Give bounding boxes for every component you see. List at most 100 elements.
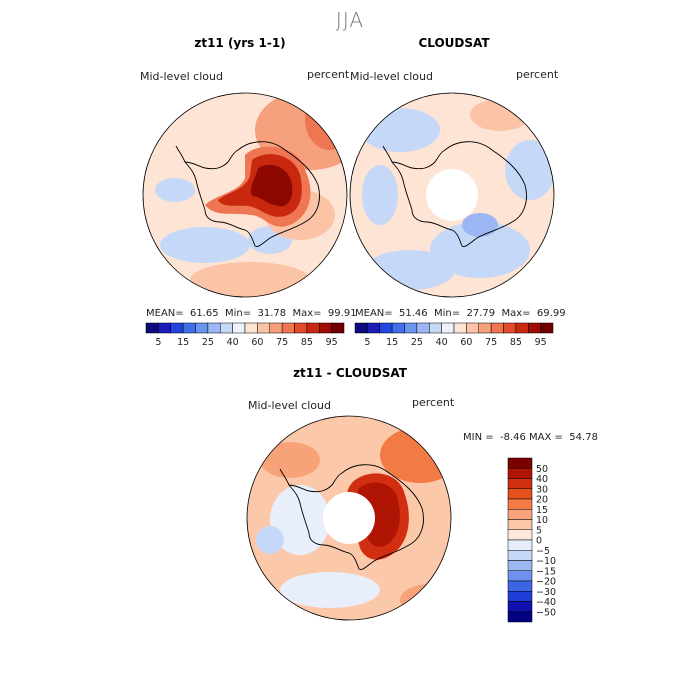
colorbar-swatch xyxy=(507,601,533,612)
colorbar-swatch xyxy=(170,322,184,334)
colorbar-swatch xyxy=(507,519,533,530)
p2-max-label: Max= xyxy=(501,308,531,319)
p2-low-west xyxy=(362,165,398,225)
p2-antarctica-coastline xyxy=(391,141,527,247)
colorbar-swatch xyxy=(478,322,492,334)
panel-2-units: percent xyxy=(516,68,559,81)
colorbar-swatch xyxy=(540,322,554,334)
colorbar-tick-label: 15 xyxy=(177,337,189,348)
colorbar-swatch xyxy=(331,322,345,334)
p3-max-label: MAX = xyxy=(529,432,563,443)
p1-min-label: Min= xyxy=(225,308,252,319)
colorbar-tick-label: 5 xyxy=(155,337,161,348)
colorbar-swatch xyxy=(158,322,171,334)
colorbar-tick-label: 40 xyxy=(227,337,239,348)
season-title: JJA xyxy=(335,8,365,32)
p3-min-value: -8.46 xyxy=(499,432,526,443)
colorbar-tick-label: 95 xyxy=(535,337,547,348)
p2-low-sw xyxy=(365,250,455,290)
colorbar-swatch xyxy=(207,322,221,334)
colorbar-swatch xyxy=(232,322,246,334)
colorbar-tick-label: 30 xyxy=(536,484,548,495)
p1-mean-label: MEAN= xyxy=(146,308,184,319)
colorbar-swatch xyxy=(429,322,442,334)
p2-polar-gap xyxy=(426,169,478,221)
panel-2-colorbar: 5 15 25 40 60 75 85 95 xyxy=(354,322,554,348)
colorbar-tick-label: −30 xyxy=(536,587,556,598)
panel-2-title: CLOUDSAT xyxy=(418,36,490,50)
colorbar-tick-label: 25 xyxy=(411,337,423,348)
colorbar-swatch xyxy=(515,322,529,334)
colorbar-swatch xyxy=(466,322,479,334)
p2-low-east xyxy=(505,140,554,200)
colorbar-swatch xyxy=(379,322,393,334)
p1-ne-core xyxy=(305,93,347,150)
colorbar-swatch xyxy=(269,322,283,334)
p3-neutral-west xyxy=(270,485,330,555)
colorbar-swatch xyxy=(507,529,533,541)
colorbar-swatch xyxy=(281,322,295,334)
p3-polar-gap xyxy=(323,492,375,544)
colorbar-swatch xyxy=(507,488,533,500)
colorbar-tick-label: −50 xyxy=(536,607,556,618)
colorbar-swatch xyxy=(294,322,308,334)
p3-peninsula xyxy=(279,468,290,486)
colorbar-tick-label: −15 xyxy=(536,566,556,577)
colorbar-tick-label: −20 xyxy=(536,577,556,588)
p2-low-nw xyxy=(360,108,440,152)
colorbar-swatch xyxy=(404,322,418,334)
panel-3-variable: Mid-level cloud xyxy=(248,399,331,412)
p1-low-w2 xyxy=(155,178,195,202)
colorbar-swatch xyxy=(507,560,533,571)
p2-lower-core xyxy=(462,213,498,237)
colorbar-tick-label: 85 xyxy=(510,337,522,348)
colorbar-tick-label: 15 xyxy=(536,505,548,516)
p1-peninsula xyxy=(175,145,186,163)
colorbar-swatch xyxy=(507,580,533,592)
colorbar-tick-label: 60 xyxy=(251,337,263,348)
colorbar-swatch xyxy=(528,322,541,334)
colorbar-swatch xyxy=(507,539,533,551)
p1-south-band xyxy=(190,262,310,297)
panel-1-variable: Mid-level cloud xyxy=(140,70,223,83)
p3-max-value: 54.78 xyxy=(569,432,598,443)
colorbar-swatch xyxy=(507,611,533,623)
p1-low-west xyxy=(160,227,250,263)
colorbar-tick-label: −10 xyxy=(536,556,556,567)
p2-max-value: 69.99 xyxy=(536,308,566,319)
colorbar-swatch xyxy=(220,322,233,334)
colorbar-tick-label: 40 xyxy=(536,474,548,485)
colorbar-tick-label: 40 xyxy=(436,337,448,348)
colorbar-tick-label: 15 xyxy=(386,337,398,348)
colorbar-swatch xyxy=(441,322,455,334)
colorbar-swatch xyxy=(182,322,196,334)
panel-1-stats: MEAN= 61.65 Min= 31.78 Max= 99.91 xyxy=(146,308,357,319)
colorbar-tick-label: 5 xyxy=(364,337,370,348)
colorbar-tick-label: 25 xyxy=(202,337,214,348)
colorbar-swatch xyxy=(195,322,209,334)
p3-map-border xyxy=(246,415,452,621)
colorbar-tick-label: 20 xyxy=(536,495,548,506)
colorbar-tick-label: 10 xyxy=(536,515,548,526)
p2-min-label: Min= xyxy=(434,308,461,319)
colorbar-swatch xyxy=(319,322,332,334)
panel-1-units: percent xyxy=(307,68,350,81)
p1-max-label: Max= xyxy=(292,308,322,319)
p1-antarctica-coastline xyxy=(184,141,320,247)
p3-antarctica-coastline xyxy=(288,464,424,570)
colorbar-swatch xyxy=(507,550,533,561)
p2-peninsula xyxy=(382,145,393,163)
colorbar-swatch xyxy=(507,570,533,582)
colorbar-tick-label: 95 xyxy=(326,337,338,348)
colorbar-swatch xyxy=(507,591,533,602)
p3-low-west xyxy=(256,526,284,554)
panel-3-units: percent xyxy=(412,396,455,409)
colorbar-swatch xyxy=(145,322,159,334)
colorbar-tick-label: 50 xyxy=(536,464,548,475)
colorbar-swatch xyxy=(416,322,430,334)
p2-high-ne xyxy=(470,99,530,131)
colorbar-tick-label: 75 xyxy=(276,337,288,348)
p2-map-border xyxy=(349,92,555,298)
